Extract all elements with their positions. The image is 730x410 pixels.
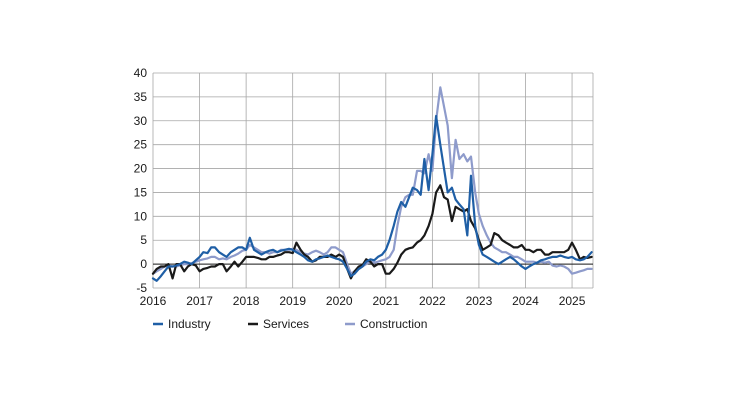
- legend: Industry Services Construction: [153, 317, 427, 331]
- x-tick-label: 2024: [512, 294, 539, 308]
- x-tick-label: 2022: [419, 294, 446, 308]
- y-tick-label: 20: [134, 162, 148, 176]
- y-tick-label: 10: [134, 209, 148, 223]
- x-tick-label: 2020: [326, 294, 353, 308]
- x-tick-label: 2017: [186, 294, 213, 308]
- series-line-construction: [151, 86, 593, 275]
- y-axis-tick-labels: -5 0 5 10 15 20 25 30 35 40: [134, 66, 148, 295]
- x-tick-label: 2019: [279, 294, 306, 308]
- y-tick-label: -5: [136, 281, 147, 295]
- x-tick-label: 2021: [372, 294, 399, 308]
- y-tick-label: 25: [134, 138, 148, 152]
- y-tick-label: 5: [140, 233, 147, 247]
- series-line-industry: [151, 114, 593, 282]
- y-tick-label: 35: [134, 90, 148, 104]
- legend-label-construction: Construction: [360, 317, 427, 331]
- series-line-services: [151, 184, 593, 280]
- gridlines: [152, 72, 594, 289]
- y-tick-label: 40: [134, 66, 148, 80]
- x-tick-label: 2018: [233, 294, 260, 308]
- x-tick-label: 2023: [466, 294, 493, 308]
- y-tick-label: 15: [134, 185, 148, 199]
- series-lines: [151, 86, 593, 282]
- legend-label-industry: Industry: [168, 317, 211, 331]
- x-tick-label: 2025: [559, 294, 586, 308]
- legend-label-services: Services: [263, 317, 309, 331]
- x-tick-label: 2016: [140, 294, 167, 308]
- y-tick-label: 30: [134, 114, 148, 128]
- y-tick-label: 0: [140, 257, 147, 271]
- x-axis-tick-labels: 2016 2017 2018 2019 2020 2021 2022 2023 2024 2025: [140, 294, 586, 308]
